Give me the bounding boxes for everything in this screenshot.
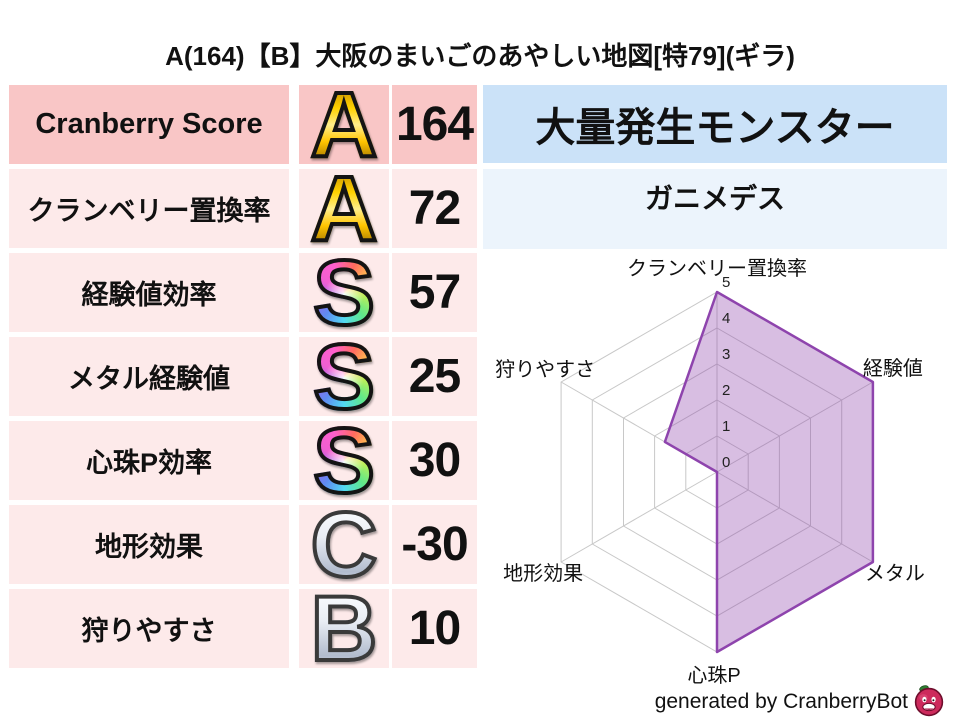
table-row: 心珠P効率 S 30 — [9, 409, 479, 512]
score-label: Cranberry Score — [9, 85, 289, 164]
radar-spoke — [716, 381, 874, 473]
grade-letter: S — [311, 241, 376, 344]
radar-tick-label: 1 — [722, 418, 730, 435]
table-row: クランベリー置換率 A 72 — [9, 157, 479, 260]
score-value: 25 — [392, 337, 477, 416]
table-row: 地形効果 C -30 — [9, 493, 479, 596]
score-label: 地形効果 — [9, 505, 289, 584]
table-row: Cranberry Score A 164 — [9, 73, 479, 176]
radar-spoke — [560, 471, 718, 563]
radar-axis-label: クランベリー置換率 — [627, 257, 807, 280]
grade-badge: C — [299, 493, 389, 596]
grade-badge: S — [299, 325, 389, 428]
radar-tick-label: 2 — [722, 382, 730, 399]
grade-badge: A — [299, 157, 389, 260]
radar-polygon — [663, 290, 875, 654]
cranberry-icon — [914, 685, 944, 717]
score-value: 10 — [392, 589, 477, 668]
footer-credit: generated by CranberryBot — [654, 690, 908, 713]
table-row: 狩りやすさ B 10 — [9, 577, 479, 680]
monster-name-label: ガニメデス — [644, 183, 785, 214]
grade-letter: A — [309, 73, 379, 176]
radar-axis-label: 狩りやすさ — [495, 358, 595, 381]
radar-tick-label: 3 — [722, 346, 730, 363]
score-value: 164 — [392, 85, 477, 164]
score-label: クランベリー置換率 — [9, 169, 289, 248]
score-value: 57 — [392, 253, 477, 332]
monster-header: 大量発生モンスター — [483, 85, 947, 163]
radar-axis-label: 心珠P — [687, 664, 740, 687]
radar-axis-label: 経験値 — [863, 357, 923, 380]
grade-letter: C — [309, 493, 379, 596]
grade-badge: S — [299, 409, 389, 512]
radar-tick-label: 0 — [722, 454, 730, 471]
score-value: 30 — [392, 421, 477, 500]
grade-badge: A — [299, 73, 389, 176]
grade-letter: S — [311, 409, 376, 512]
grade-badge: S — [299, 241, 389, 344]
radar-axis-label: メタル — [865, 562, 925, 585]
score-label: 経験値効率 — [9, 253, 289, 332]
page-title: A(164)【B】大阪のまいごのあやしい地図[特79](ギラ) — [165, 41, 795, 71]
monster-header-label: 大量発生モンスター — [535, 106, 895, 150]
score-label: メタル経験値 — [9, 337, 289, 416]
radar-tick-label: 4 — [722, 310, 730, 327]
grade-letter: B — [309, 577, 379, 680]
monster-name: ガニメデス — [483, 169, 947, 249]
radar-chart: 0 1 2 3 4 5 クランベリー置換率経験値メタル心珠P 地形効果 狩りやすさ — [480, 252, 955, 692]
score-value: -30 — [392, 505, 477, 584]
score-label: 狩りやすさ — [9, 589, 289, 668]
table-row: 経験値効率 S 57 — [9, 241, 479, 344]
table-row: メタル経験値 S 25 — [9, 325, 479, 428]
radar-axis-label: 地形効果 — [503, 562, 583, 585]
grade-badge: B — [299, 577, 389, 680]
grade-letter: A — [309, 157, 379, 260]
grade-letter: S — [311, 325, 376, 428]
radar-spoke — [716, 471, 874, 563]
radar-tick-label: 5 — [722, 274, 730, 291]
score-table: Cranberry Score A 164 クランベリー置換率 A 72 経験値効率 S 57 メ… — [9, 73, 479, 680]
score-value: 72 — [392, 169, 477, 248]
score-label: 心珠P効率 — [9, 421, 289, 500]
